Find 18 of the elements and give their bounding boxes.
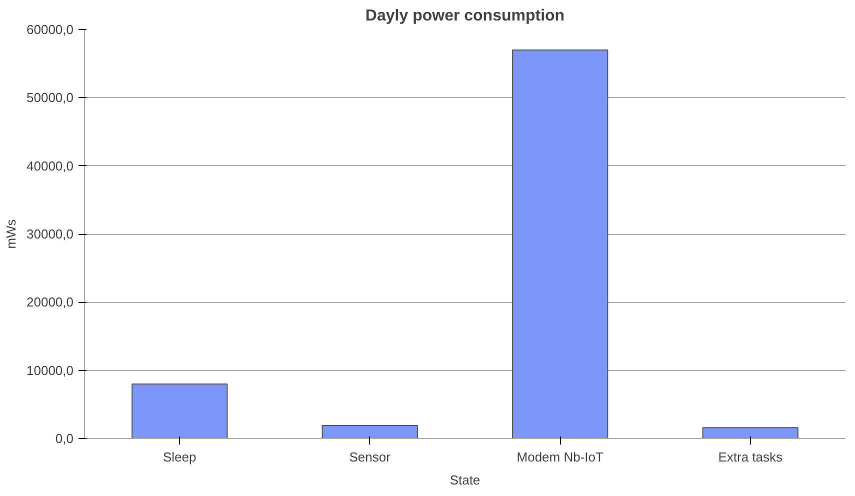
- y-tick-label: 0,0: [55, 431, 74, 446]
- x-tick-label: Sensor: [349, 450, 392, 464]
- x-tick-label: Sleep: [163, 450, 196, 464]
- y-tick-label: 10000,0: [26, 362, 74, 378]
- x-tick-label: Extra tasks: [718, 450, 784, 464]
- y-tick-label: 50000,0: [26, 90, 74, 106]
- bar: [132, 383, 228, 438]
- x-tick-label: Modem Nb-IoT: [516, 450, 604, 464]
- bar: [512, 49, 608, 438]
- y-tick-label: 40000,0: [26, 158, 74, 174]
- bar: [702, 427, 798, 438]
- y-tick-label: 20000,0: [26, 294, 74, 310]
- y-axis-title: mWs: [4, 218, 19, 249]
- y-tick-label: 60000,0: [26, 22, 74, 37]
- y-tick-label: 30000,0: [26, 226, 74, 242]
- bar: [322, 425, 418, 438]
- x-axis-title: State: [450, 472, 480, 488]
- chart-title: Dayly power consumption: [365, 8, 565, 24]
